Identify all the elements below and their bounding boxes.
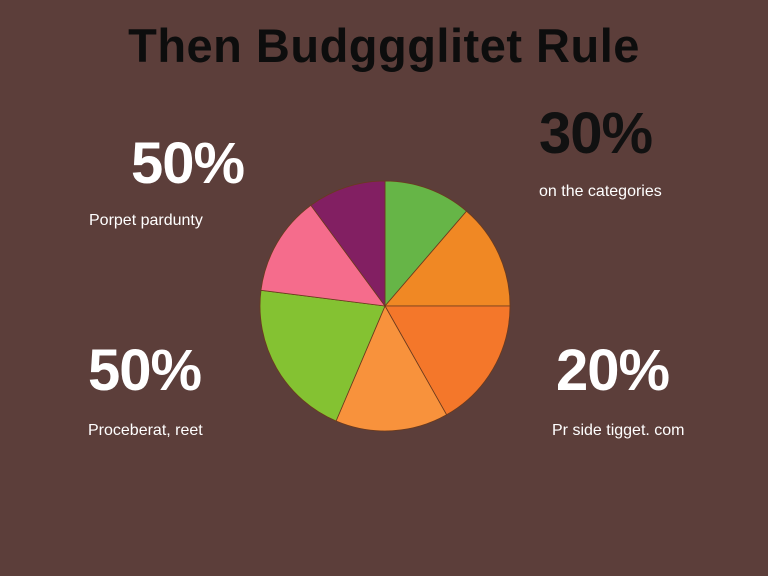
annotation-top-left-value: 50% [131,131,245,196]
pie-slice-7 [310,180,386,308]
pie-slice-1 [384,180,468,308]
pie-slice-4 [335,305,448,432]
pie-slice-3 [384,305,511,416]
annotation-top-left-caption: Porpet pardunty [89,212,203,229]
annotation-bottom-right-caption: Pr side tigget. com [552,422,685,439]
pie-slice-5 [259,289,386,422]
annotation-top-right-caption: on the categories [539,183,662,200]
annotation-bottom-left-value: 50% [88,338,202,403]
annotation-bottom-left-caption: Proceberat, reet [88,422,203,439]
chart-title: Then Budggglitet Rule [128,19,640,72]
annotation-top-right-value: 30% [539,101,653,166]
annotation-bottom-right-value: 20% [556,338,670,403]
pie-slice-2 [384,210,511,307]
pie-slice-6 [260,204,386,307]
